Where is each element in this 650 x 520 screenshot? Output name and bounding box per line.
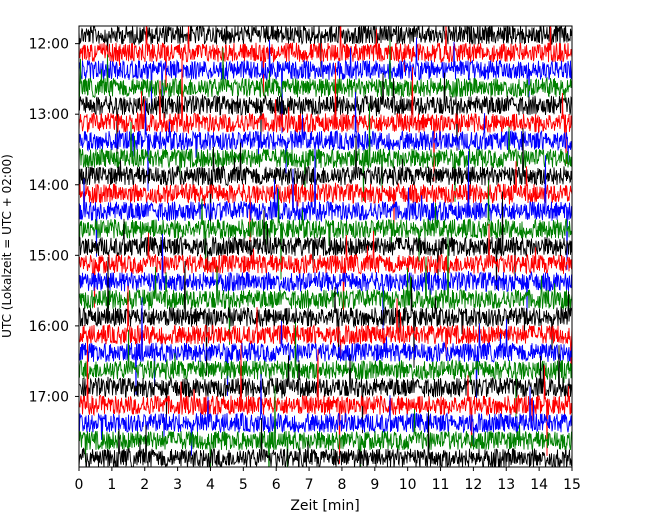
seismogram-trace	[79, 321, 572, 419]
x-tick-label: 8	[337, 477, 346, 493]
seismogram-trace	[79, 297, 572, 405]
seismogram-trace	[79, 161, 572, 242]
x-axis-ticks: 0 1 2 3 4 5 6 7 8 9 10 11 12 13 14 15	[75, 467, 581, 493]
x-tick-label: 12	[464, 477, 482, 493]
y-axis-label: UTC (Lokalzeit = UTC + 02:00)	[0, 154, 14, 338]
x-tick-label: 15	[563, 477, 581, 493]
seismogram-trace	[79, 180, 572, 280]
seismogram-trace	[79, 127, 572, 229]
seismogram-trace	[79, 37, 572, 134]
seismogram-trace	[79, 53, 572, 182]
x-axis-label: Zeit [min]	[290, 498, 359, 514]
x-tick-label: 6	[272, 477, 281, 493]
seismogram-trace	[79, 103, 572, 202]
x-tick-label: 1	[107, 477, 116, 493]
seismogram-trace	[79, 72, 572, 154]
x-tick-label: 0	[75, 477, 84, 493]
y-tick-label: 17:00	[29, 389, 69, 405]
seismogram-trace	[79, 223, 572, 317]
x-tick-label: 3	[173, 477, 182, 493]
seismogram-trace	[79, 233, 572, 331]
x-tick-label: 14	[530, 477, 548, 493]
y-tick-label: 13:00	[29, 107, 69, 123]
seismogram-trace	[79, 345, 572, 434]
x-tick-label: 9	[370, 477, 379, 493]
seismogram-trace	[79, 335, 572, 464]
trace-group	[79, 26, 572, 467]
y-tick-label: 16:00	[29, 319, 69, 335]
seismogram-trace	[79, 26, 572, 96]
plot-frame	[78, 25, 573, 468]
x-tick-label: 13	[497, 477, 515, 493]
seismogram-trace	[79, 385, 572, 467]
seismogram-trace	[79, 91, 572, 192]
x-tick-label: 4	[206, 477, 215, 493]
y-tick-label: 15:00	[29, 248, 69, 264]
x-tick-label: 10	[399, 477, 417, 493]
x-tick-label: 2	[140, 477, 149, 493]
y-tick-label: 12:00	[29, 37, 69, 53]
seismogram-trace	[79, 39, 572, 101]
seismogram-trace	[79, 285, 572, 368]
x-tick-label: 7	[305, 477, 314, 493]
y-tick-label: 14:00	[29, 178, 69, 194]
x-tick-label: 5	[239, 477, 248, 493]
seismogram-trace	[79, 374, 572, 456]
seismogram-trace	[79, 26, 572, 78]
seismogram-trace	[79, 191, 572, 290]
seismogram-trace	[79, 256, 572, 376]
seismogram-trace	[79, 410, 572, 467]
y-axis-ticks: 12:00 13:00 14:00 15:00 16:00 17:00	[29, 37, 79, 405]
x-tick-label: 11	[432, 477, 450, 493]
seismogram-trace	[79, 229, 572, 345]
seismogram-trace	[79, 141, 572, 270]
